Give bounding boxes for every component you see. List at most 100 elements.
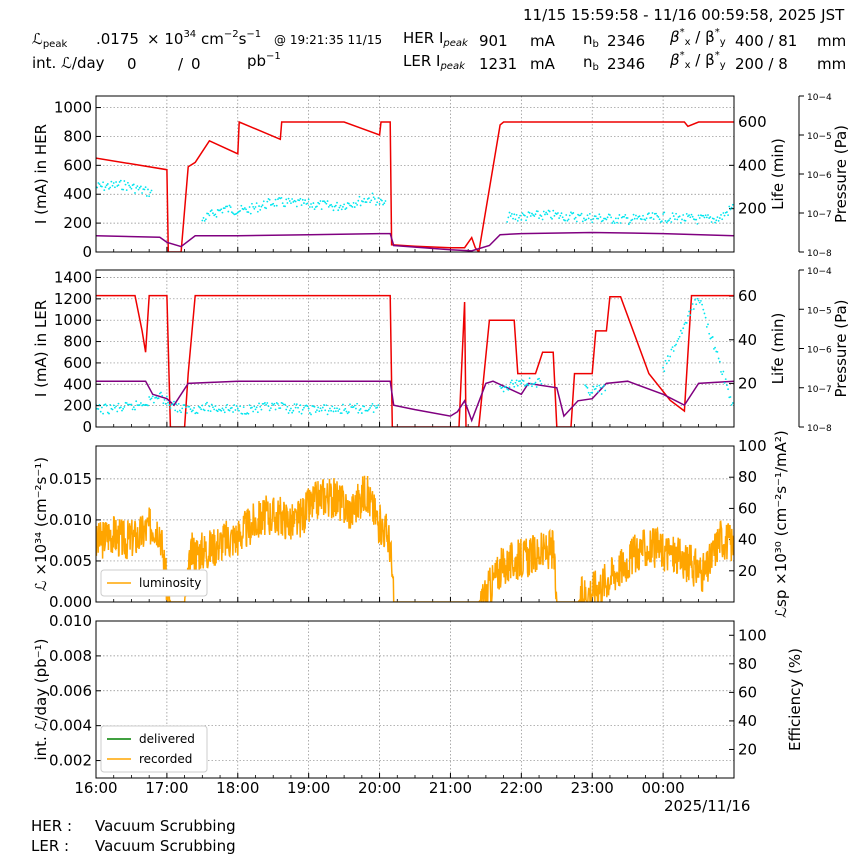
pressure-point xyxy=(665,362,668,365)
pressure-point xyxy=(112,404,115,407)
y2-axis-label: Life (min) xyxy=(769,138,787,210)
pressure-point xyxy=(568,214,571,217)
pressure-point xyxy=(499,385,501,388)
pressure-point xyxy=(307,407,310,410)
y2-axis-label: Life (min) xyxy=(769,313,787,385)
pressure-point xyxy=(168,404,171,407)
pressure-point xyxy=(342,205,344,208)
pressure-point xyxy=(299,404,302,407)
pressure-point xyxy=(662,366,665,369)
pressure-point xyxy=(247,412,250,415)
pressure-point xyxy=(295,205,298,208)
pressure-point xyxy=(518,216,520,219)
pressure-point xyxy=(359,408,362,410)
pressure-point xyxy=(189,408,192,411)
pressure-point xyxy=(687,314,689,317)
plot-frame xyxy=(95,620,735,779)
pressure-point xyxy=(703,312,706,315)
pressure-point xyxy=(536,210,539,213)
pressure-point xyxy=(598,384,601,387)
pressure-point xyxy=(131,408,134,411)
pressure-point xyxy=(696,297,699,300)
series-group xyxy=(96,120,734,252)
pressure-point xyxy=(698,301,701,304)
pressure-point xyxy=(701,303,703,306)
pressure-point xyxy=(242,208,245,211)
pressure-point xyxy=(115,405,117,408)
pressure-point xyxy=(253,405,256,408)
pressure-point xyxy=(672,350,675,352)
pressure-point xyxy=(368,408,370,411)
pressure-point xyxy=(254,408,257,411)
pressure-point xyxy=(702,214,705,217)
pressure-point xyxy=(287,412,290,414)
pressure-point xyxy=(705,216,708,219)
pressure-point xyxy=(319,407,322,410)
series-group xyxy=(96,294,734,427)
pressure-point xyxy=(233,404,236,406)
pressure-point xyxy=(648,212,650,215)
y-axis-label: I (mA) in LER xyxy=(32,300,50,397)
y-tick-label: 400 xyxy=(63,185,92,203)
pressure-point xyxy=(124,183,127,186)
pressure-point xyxy=(506,387,509,390)
pressure-point xyxy=(346,412,349,415)
pressure-point xyxy=(252,206,255,208)
pressure-point xyxy=(561,216,564,219)
pressure-point xyxy=(531,212,533,215)
pressure-point xyxy=(148,396,151,398)
pressure-point xyxy=(369,201,372,204)
pressure-point xyxy=(306,202,309,205)
pressure-point xyxy=(162,402,165,404)
pressure-point xyxy=(531,385,533,388)
pressure-point xyxy=(645,217,648,220)
pressure-point xyxy=(284,403,286,406)
pressure-point xyxy=(678,335,681,338)
pressure-point xyxy=(110,180,113,183)
y2-tick-label: 20 xyxy=(738,740,757,758)
pressure-point xyxy=(128,184,130,187)
y-axis-label: I (mA) in HER xyxy=(32,124,50,224)
pressure-point xyxy=(148,195,151,198)
pressure-point xyxy=(535,386,538,388)
pressure-point xyxy=(342,403,344,406)
pressure-point xyxy=(201,404,204,407)
pressure-point xyxy=(216,410,219,413)
pressure-point xyxy=(565,214,568,216)
pressure-point xyxy=(114,406,116,409)
pressure-point xyxy=(308,412,311,414)
pressure-point xyxy=(174,409,177,412)
legend-label-delivered: delivered xyxy=(139,732,195,746)
pressure-point xyxy=(212,406,214,409)
y2-tick-label: 400 xyxy=(738,156,767,174)
pressure-point xyxy=(272,404,275,406)
pressure-point xyxy=(319,200,322,202)
pressure-point xyxy=(223,207,226,210)
her-beta-label: β*x / β*y xyxy=(670,27,726,48)
pressure-point xyxy=(363,197,366,200)
pressure-point xyxy=(104,403,107,406)
pressure-point xyxy=(304,199,307,202)
pressure-point xyxy=(663,370,666,373)
pressure-point xyxy=(261,204,264,207)
pressure-point xyxy=(358,195,361,198)
pressure-point xyxy=(317,406,320,409)
pressure-point xyxy=(670,221,673,223)
pressure-point xyxy=(721,218,724,221)
pressure-point xyxy=(528,377,531,380)
pressure-point xyxy=(538,377,540,380)
pressure-point xyxy=(286,202,289,204)
pressure-point xyxy=(130,403,133,406)
pressure-point xyxy=(291,411,294,414)
pressure-point xyxy=(221,407,224,410)
pressure-point xyxy=(368,197,370,200)
pressure-point xyxy=(704,316,707,319)
pressure-point xyxy=(545,211,548,214)
pressure-point xyxy=(290,202,292,205)
pressure-point xyxy=(247,211,250,214)
luminosity-line xyxy=(96,475,734,602)
pressure-point xyxy=(580,212,583,215)
y2-tick-label: 60 xyxy=(738,499,757,517)
pressure-point xyxy=(212,212,214,215)
pressure-point xyxy=(134,192,136,194)
